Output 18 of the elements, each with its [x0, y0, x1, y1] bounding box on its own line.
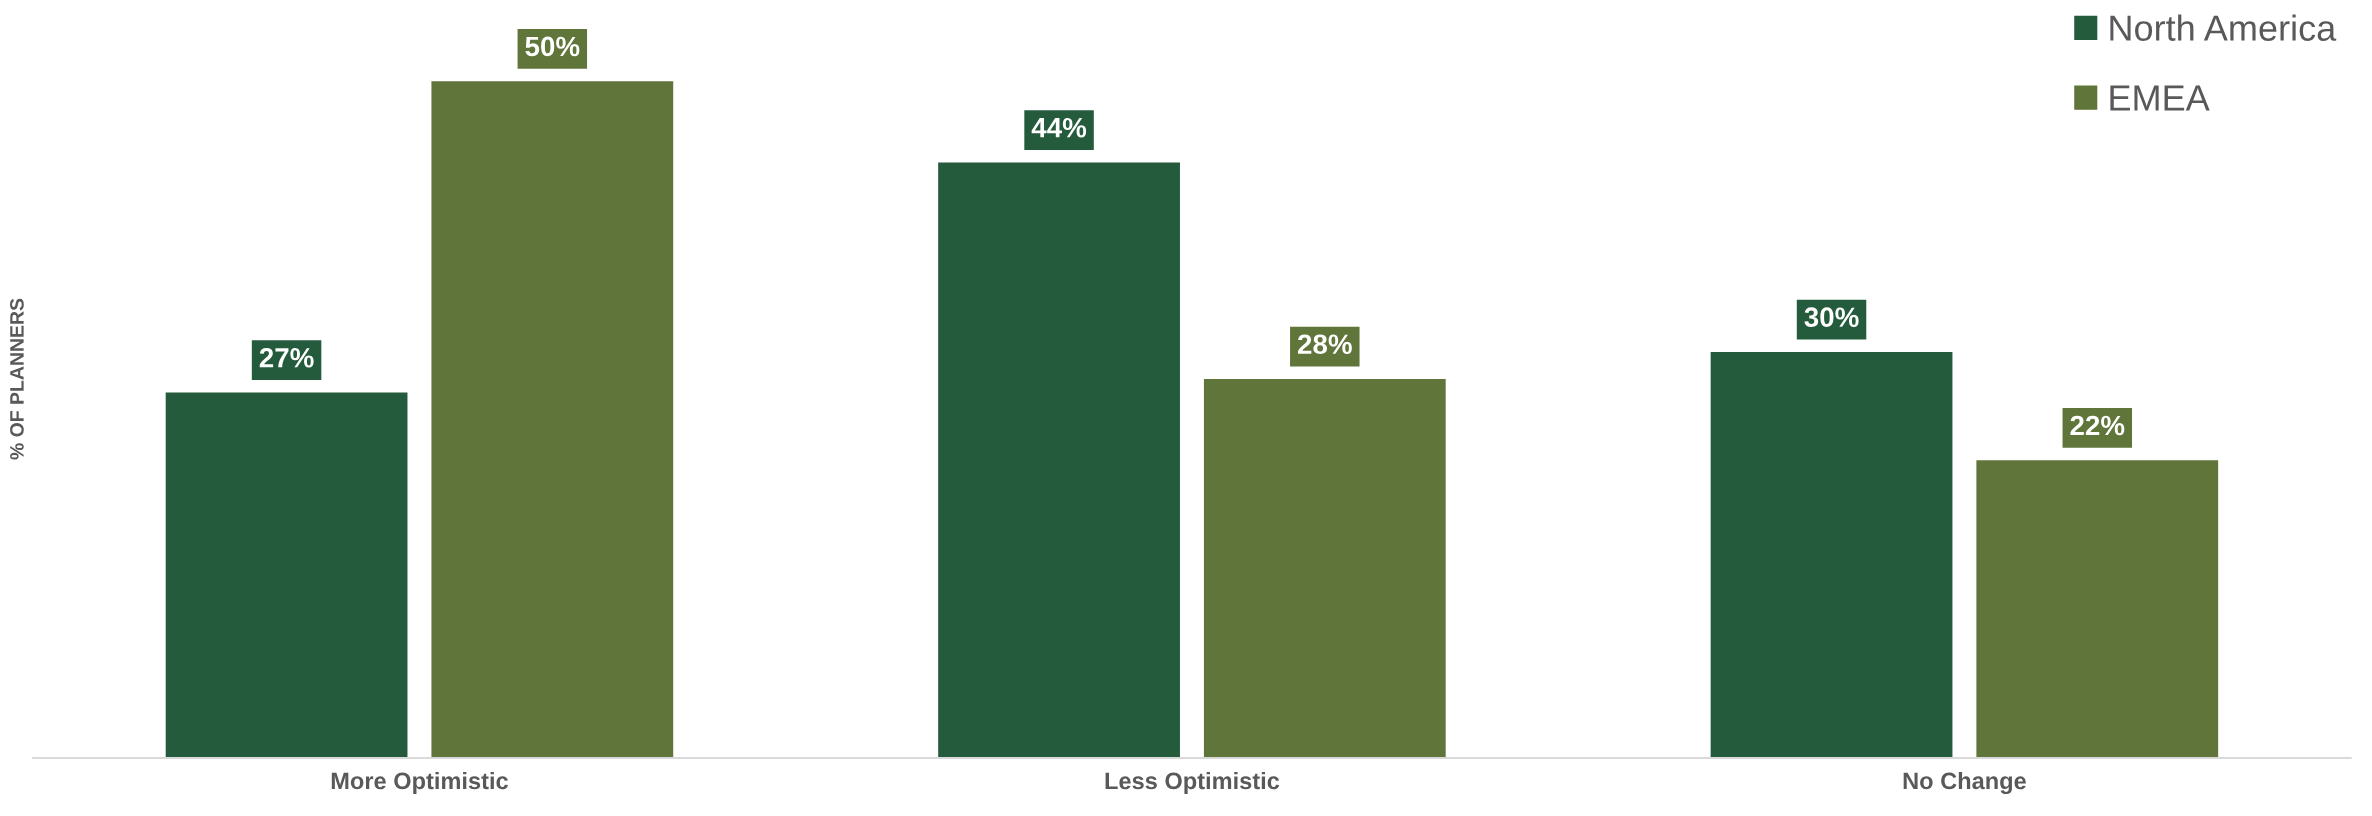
- legend-label: North America: [2110, 14, 2337, 41]
- data-label: 22%: [2070, 415, 2125, 436]
- data-label: 44%: [1031, 117, 1087, 138]
- x-tick-label: Less Optimistic: [1105, 771, 1280, 794]
- data-label: 30%: [1804, 307, 1859, 328]
- bar: [1203, 379, 1446, 759]
- bar: [1976, 460, 2219, 759]
- legend-label: EMEA: [2110, 85, 2210, 111]
- data-label: 28%: [1297, 334, 1352, 355]
- y-axis-title: % OF PLANNERS: [10, 298, 24, 460]
- bar: [1710, 351, 1953, 759]
- bar: [938, 162, 1180, 759]
- data-label: 50%: [525, 36, 580, 57]
- x-tick-label: No Change: [1903, 771, 2026, 795]
- bar: [165, 392, 408, 759]
- data-label: 27%: [259, 347, 314, 368]
- x-tick-label: More Optimistic: [331, 771, 508, 794]
- bar: [431, 81, 674, 759]
